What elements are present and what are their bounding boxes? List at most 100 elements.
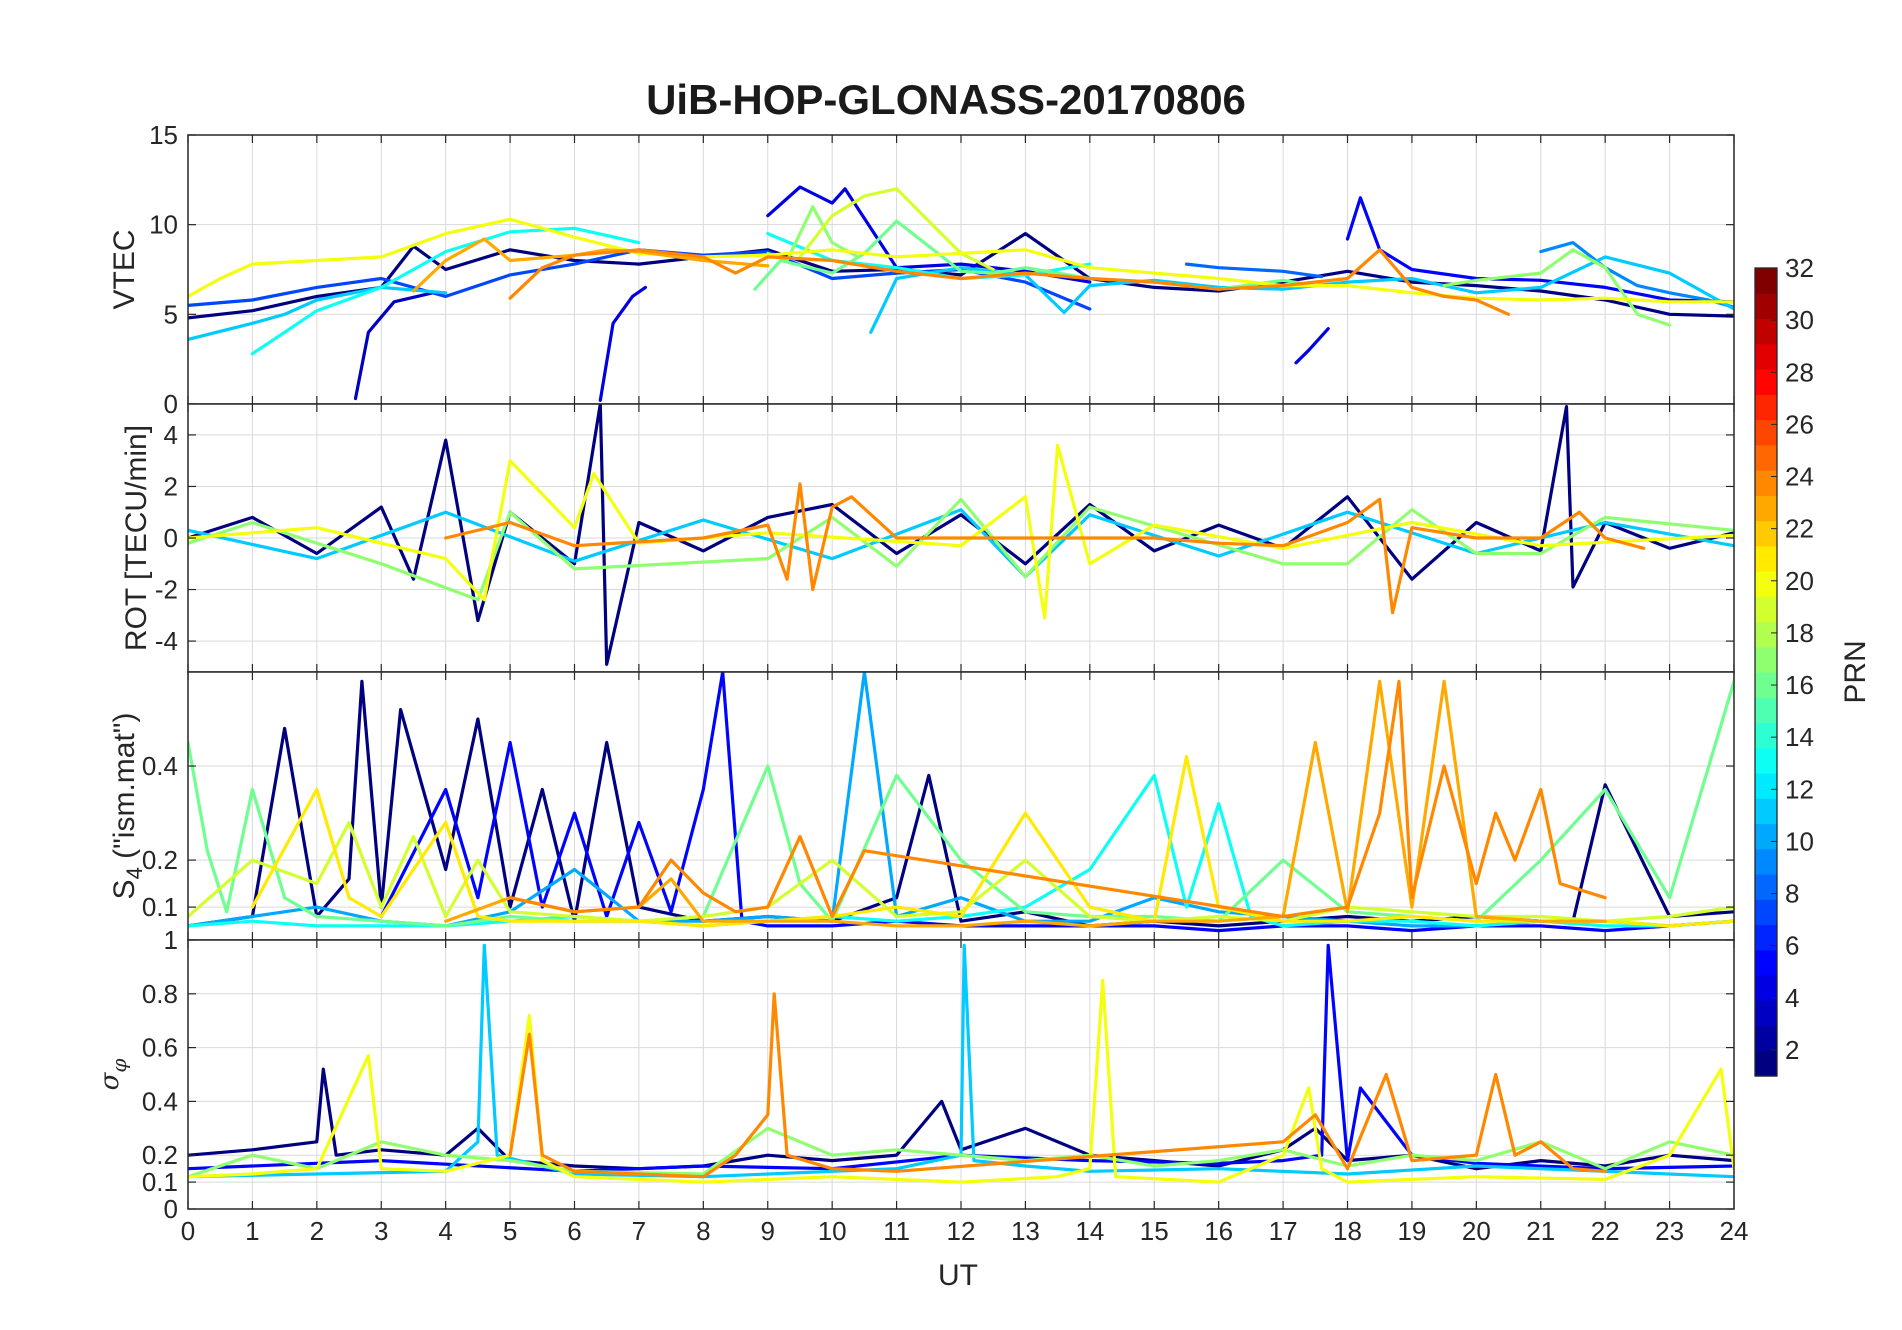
colorbar-swatch xyxy=(1755,899,1777,926)
colorbar-tick-label: 8 xyxy=(1785,879,1799,909)
x-tick-label: 19 xyxy=(1397,1216,1426,1246)
y-tick-label: -2 xyxy=(155,575,178,605)
colorbar-swatch xyxy=(1755,520,1777,547)
x-tick-label: 16 xyxy=(1204,1216,1233,1246)
y-tick-label: 10 xyxy=(149,210,178,240)
colorbar-swatch xyxy=(1755,798,1777,825)
colorbar-swatch xyxy=(1755,318,1777,345)
series-line-prn-17 xyxy=(188,497,1734,602)
panel-1: 0 5 10 15 VTEC xyxy=(108,120,1735,419)
colorbar-swatch xyxy=(1755,419,1777,446)
x-tick-label: 8 xyxy=(696,1216,710,1246)
colorbar-swatch xyxy=(1755,722,1777,749)
colorbar-tick-label: 6 xyxy=(1785,931,1799,961)
x-tick-label: 13 xyxy=(1011,1216,1040,1246)
colorbar-swatch xyxy=(1755,672,1777,698)
colorbar-swatch xyxy=(1755,293,1777,320)
colorbar-tick-label: 18 xyxy=(1785,618,1814,648)
tick-marks xyxy=(187,404,1735,672)
series-line-prn-21 xyxy=(250,755,1734,928)
y-tick-label: 0.1 xyxy=(142,892,178,922)
series-line-prn-24 xyxy=(444,482,1646,615)
series-line-prn-24 xyxy=(508,679,1607,919)
x-tick-label: 17 xyxy=(1269,1216,1298,1246)
colorbar-swatch xyxy=(1755,848,1777,875)
series-line-prn-4 xyxy=(598,285,647,402)
colorbar-tick-label: 10 xyxy=(1785,826,1814,856)
series-line-prn-3 xyxy=(353,291,435,401)
x-tick-label: 11 xyxy=(883,1216,910,1246)
colorbar-swatch xyxy=(1755,545,1777,572)
y-tick-label: 0.1 xyxy=(142,1167,178,1197)
y-tick-label: 4 xyxy=(164,420,178,450)
panel-2: -4 -2 0 2 4 ROT [TECU/min] xyxy=(120,403,1735,673)
y-tick-label: 0.4 xyxy=(142,1086,178,1116)
x-tick-label: 4 xyxy=(438,1216,452,1246)
colorbar-tick-label: 32 xyxy=(1785,253,1814,283)
colorbar-swatch xyxy=(1755,646,1777,673)
series-line-prn-11 xyxy=(188,285,448,341)
x-tick-label: 3 xyxy=(374,1216,388,1246)
x-tick-label: 24 xyxy=(1720,1216,1749,1246)
x-tick-label: 21 xyxy=(1526,1216,1555,1246)
x-tick-label: 1 xyxy=(245,1216,259,1246)
colorbar-swatch xyxy=(1755,268,1777,294)
y-tick-label: 15 xyxy=(149,120,178,150)
x-tick-label: 15 xyxy=(1140,1216,1169,1246)
tick-marks xyxy=(187,135,1735,404)
colorbar-tick-label: 16 xyxy=(1785,670,1814,700)
x-tick-label: 22 xyxy=(1591,1216,1620,1246)
y-tick-label: 0.2 xyxy=(142,845,178,875)
tick-marks xyxy=(187,940,1735,1209)
colorbar-swatch xyxy=(1755,571,1777,597)
colorbar-swatch xyxy=(1755,924,1777,951)
x-tick-label: 23 xyxy=(1655,1216,1684,1246)
colorbar-swatch xyxy=(1755,621,1777,648)
colorbar-tick-label: 12 xyxy=(1785,774,1814,804)
y-axis-label: σφ xyxy=(95,1059,131,1091)
colorbar-tick-label: 20 xyxy=(1785,566,1814,596)
y-tick-label: 0.6 xyxy=(142,1033,178,1063)
colorbar-tick-label: 30 xyxy=(1785,305,1814,335)
colorbar-swatch xyxy=(1755,697,1777,724)
chart-title: UiB-HOP-GLONASS-20170806 xyxy=(646,76,1246,123)
y-tick-label: 2 xyxy=(164,471,178,501)
colorbar-swatch xyxy=(1755,596,1777,623)
colorbar-swatch xyxy=(1755,495,1777,522)
x-tick-label: 0 xyxy=(181,1216,195,1246)
x-tick-label: 9 xyxy=(761,1216,775,1246)
colorbar-swatch xyxy=(1755,1000,1777,1027)
colorbar-swatch xyxy=(1755,823,1777,850)
series-line-prn-1 xyxy=(188,404,1734,666)
tick-marks xyxy=(187,672,1735,940)
series-line-prn-24 xyxy=(508,248,1511,316)
panel-4: 00.10.2 0.4 0.6 0.8 1 σφ xyxy=(95,925,1735,1224)
colorbar-tick-label: 24 xyxy=(1785,462,1814,492)
y-tick-label: 5 xyxy=(164,299,178,329)
x-tick-label: 14 xyxy=(1075,1216,1104,1246)
series-group xyxy=(188,185,1734,402)
colorbar-frame xyxy=(1754,267,1778,1077)
series-line-prn-24 xyxy=(508,992,1607,1179)
colorbar-swatch xyxy=(1755,1025,1777,1052)
series-line-prn-5 xyxy=(1345,196,1734,304)
panel-3: 0.1 0.2 0.4S4 ("ism.mat") xyxy=(108,671,1735,941)
series-line-prn-17 xyxy=(188,1126,1734,1179)
y-axis-label: S4 ("ism.mat") xyxy=(108,713,147,900)
colorbar-swatch xyxy=(1755,444,1777,471)
series-group xyxy=(188,943,1734,1184)
y-tick-label: 0 xyxy=(164,1194,178,1224)
y-tick-label: 0 xyxy=(164,389,178,419)
colorbar-swatch xyxy=(1755,975,1777,1001)
y-axis-label: ROT [TECU/min] xyxy=(120,425,153,651)
colorbar-swatch xyxy=(1755,949,1777,976)
colorbar-tick-label: 22 xyxy=(1785,514,1814,544)
colorbar-tick-label: 14 xyxy=(1785,722,1814,752)
series-line-prn-19 xyxy=(188,820,1734,923)
y-tick-label: 0.2 xyxy=(142,1140,178,1170)
colorbar-tick-label: 4 xyxy=(1785,983,1799,1013)
series-line-prn-20 xyxy=(188,443,1734,620)
